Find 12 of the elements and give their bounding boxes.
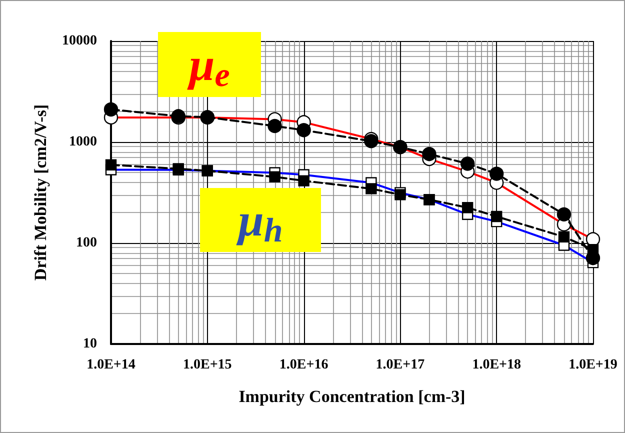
x-tick-label: 1.0E+14 — [86, 358, 136, 372]
x-tick-label: 1.0E+17 — [376, 358, 425, 372]
x-tick-label: 1.0E+19 — [568, 358, 618, 372]
x-axis-title: Impurity Concentration [cm-3] — [238, 387, 466, 406]
y-tick-label: 10000 — [62, 34, 97, 48]
x-tick-label: 1.0E+18 — [472, 358, 522, 372]
x-tick-label: 1.0E+16 — [279, 358, 328, 372]
x-tick-label: 1.0E+15 — [182, 358, 232, 372]
y-tick-label: 100 — [76, 236, 97, 250]
y-tick-label: 10 — [83, 336, 97, 352]
y-tick-label: 1000 — [69, 134, 97, 150]
y-axis-title: Drift Mobility [cm2/V-s] — [31, 104, 50, 281]
